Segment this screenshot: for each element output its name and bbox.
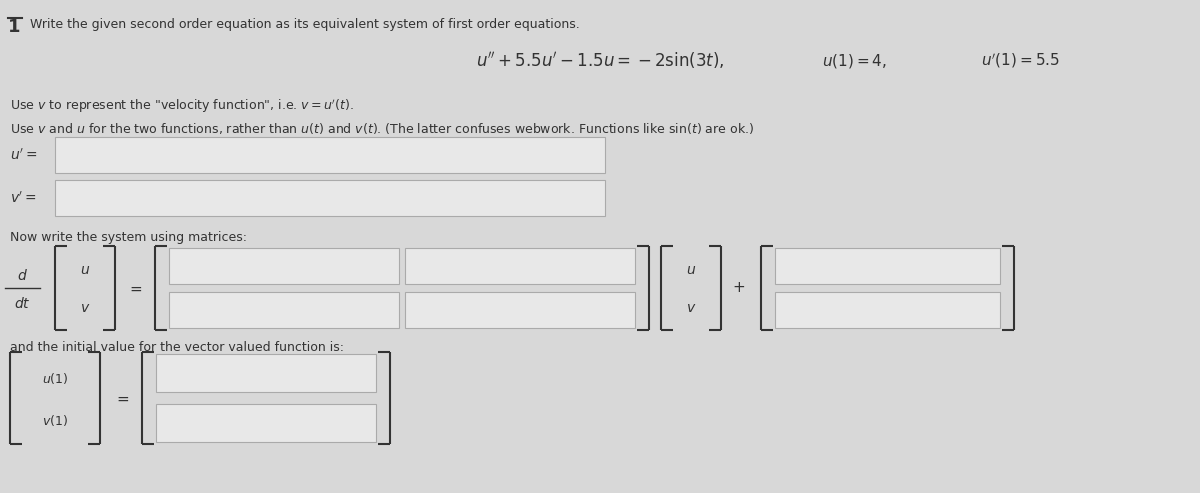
Text: Now write the system using matrices:: Now write the system using matrices: [10,231,247,244]
Text: $u(1) = 4,$: $u(1) = 4,$ [822,52,888,70]
Text: $dt$: $dt$ [13,295,30,311]
Text: $=$: $=$ [127,281,143,295]
Text: $u$: $u$ [686,263,696,277]
FancyBboxPatch shape [169,292,398,328]
FancyBboxPatch shape [156,404,376,442]
Text: $+$: $+$ [732,281,745,295]
Text: $v$: $v$ [80,301,90,315]
Text: Use $v$ to represent the "velocity function", i.e. $v = u'(t)$.: Use $v$ to represent the "velocity funct… [10,98,354,115]
Text: $v$: $v$ [686,301,696,315]
Text: $=$: $=$ [114,390,130,406]
Text: and the initial value for the vector valued function is:: and the initial value for the vector val… [10,341,344,354]
FancyBboxPatch shape [775,292,1001,328]
FancyBboxPatch shape [156,354,376,392]
FancyBboxPatch shape [169,248,398,284]
FancyBboxPatch shape [55,137,605,173]
Text: $v(1)$: $v(1)$ [42,413,68,427]
FancyBboxPatch shape [406,248,635,284]
FancyBboxPatch shape [55,180,605,216]
Text: $u'' + 5.5u' - 1.5u = -2\sin(3t),$: $u'' + 5.5u' - 1.5u = -2\sin(3t),$ [475,50,725,71]
Text: $u(1)$: $u(1)$ [42,371,68,386]
Text: $v' =$: $v' =$ [10,190,37,206]
FancyBboxPatch shape [775,248,1001,284]
Text: $u' =$: $u' =$ [10,147,37,163]
Text: $d$: $d$ [17,269,28,283]
Text: $u$: $u$ [80,263,90,277]
Text: $u'(1) = 5.5$: $u'(1) = 5.5$ [980,52,1060,70]
Text: Write the given second order equation as its equivalent system of first order eq: Write the given second order equation as… [30,18,580,31]
FancyBboxPatch shape [406,292,635,328]
Text: Use $v$ and $u$ for the two functions, rather than $u(t)$ and $v(t)$. (The latte: Use $v$ and $u$ for the two functions, r… [10,121,754,136]
Text: 1: 1 [8,18,20,36]
